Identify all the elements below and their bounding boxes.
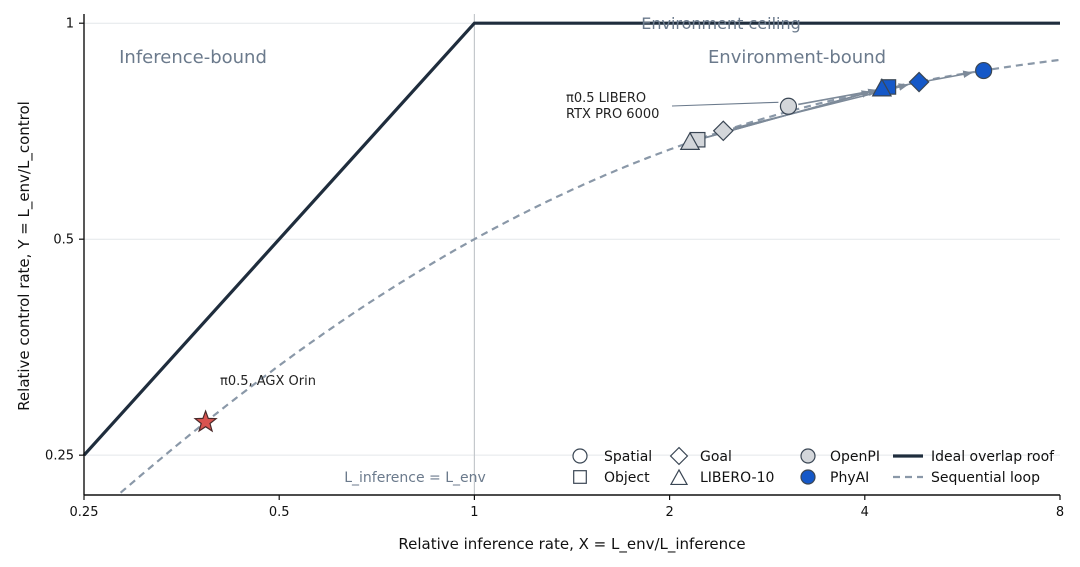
legend-marker-phyai bbox=[800, 469, 816, 485]
legend-marker-openpi bbox=[800, 448, 816, 464]
x-tick-label-1: 1 bbox=[470, 505, 478, 520]
legend-marker-object bbox=[573, 470, 587, 484]
region-label-environment-bound: Environment-bound bbox=[708, 47, 886, 68]
x-axis-label: Relative inference rate, X = L_env/L_inf… bbox=[398, 535, 745, 554]
axis-layer: 0.25 0.5 1 2 4 8 0.25 0.5 1 bbox=[45, 14, 1064, 520]
grid-lines bbox=[84, 22, 1060, 456]
x-tick-label-8: 8 bbox=[1056, 505, 1064, 520]
legend-label-libero10: LIBERO-10 bbox=[700, 470, 774, 486]
legend-label-object: Object bbox=[604, 470, 650, 486]
legend-label-spatial: Spatial bbox=[604, 449, 652, 465]
legend-label-phyai: PhyAI bbox=[830, 470, 869, 486]
point-phyai-spatial bbox=[975, 61, 993, 80]
x-tick-label-0.25: 0.25 bbox=[70, 505, 99, 520]
y-axis-label: Relative control rate, Y = L_env/L_contr… bbox=[15, 101, 34, 411]
point-phyai-goal bbox=[908, 71, 930, 93]
region-label-inference-bound: Inference-bound bbox=[119, 47, 267, 68]
point-orin-star bbox=[193, 409, 218, 433]
legend-label-openpi: OpenPI bbox=[830, 449, 880, 465]
point-phyai-libero-10 bbox=[871, 78, 893, 97]
point-openpi-goal bbox=[712, 120, 734, 142]
annotation-orin: π0.5, AGX Orin bbox=[220, 374, 316, 389]
annotation-libero-gpu: RTX PRO 6000 bbox=[566, 107, 659, 122]
legend-label-ideal-roof: Ideal overlap roof bbox=[931, 449, 1055, 465]
legend-shapes bbox=[572, 446, 923, 486]
point-layer bbox=[193, 61, 993, 433]
point-openpi-spatial bbox=[779, 97, 798, 115]
legend-label-goal: Goal bbox=[700, 449, 732, 465]
legend-label-sequential: Sequential loop bbox=[931, 470, 1040, 486]
region-label-environment-ceiling: Environment ceiling bbox=[641, 14, 801, 33]
legend-marker-goal bbox=[669, 446, 689, 466]
x-tick-label-2: 2 bbox=[665, 505, 673, 520]
legend: Spatial Object Goal LIBERO-10 OpenPI Phy… bbox=[572, 446, 1055, 486]
ideal-overlap-roof bbox=[82, 21, 1060, 457]
y-tick-label-0.5: 0.5 bbox=[53, 233, 74, 248]
legend-marker-libero10 bbox=[669, 468, 689, 486]
x-tick-label-4: 4 bbox=[861, 505, 869, 520]
point-openpi-libero-10 bbox=[679, 131, 701, 150]
annotation-leader-line bbox=[671, 101, 779, 107]
y-tick-label-1: 1 bbox=[66, 17, 74, 32]
x-tick-label-0.5: 0.5 bbox=[269, 505, 290, 520]
sequential-loop-curve bbox=[119, 58, 1061, 494]
y-tick-label-0.25: 0.25 bbox=[45, 449, 74, 464]
divider-label: L_inference = L_env bbox=[344, 470, 486, 486]
legend-marker-spatial bbox=[572, 448, 588, 464]
annotation-libero-title: π0.5 LIBERO bbox=[566, 91, 646, 106]
